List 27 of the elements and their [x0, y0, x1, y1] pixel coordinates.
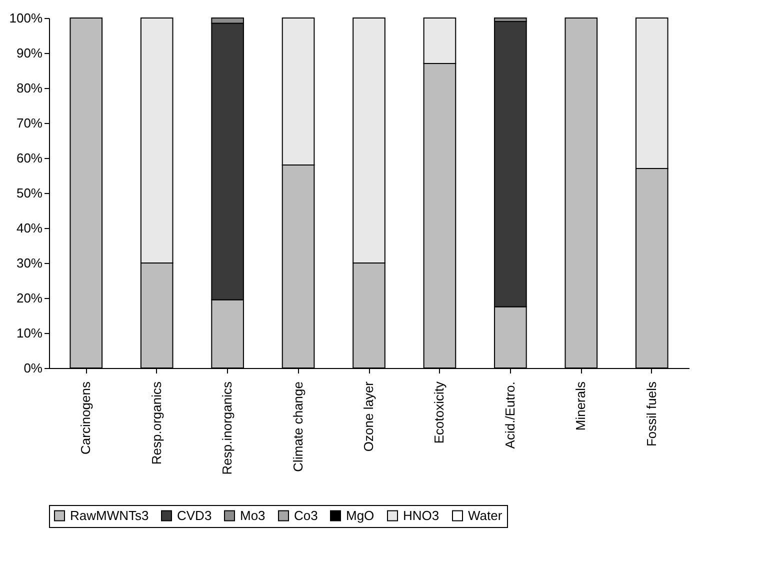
legend-label: Co3 — [294, 508, 318, 523]
legend-label: RawMWNTs3 — [70, 508, 149, 523]
y-tick-label: 30% — [16, 256, 43, 270]
x-tick-label: Resp.inorganics — [220, 381, 235, 475]
y-tick-label: 0% — [24, 360, 43, 376]
y-tick-label: 80% — [16, 80, 43, 96]
y-tick-label: 70% — [16, 116, 43, 130]
y-tick-label: 10% — [16, 326, 43, 340]
x-tick-label: Resp.organics — [148, 381, 164, 465]
y-tick-label: 90% — [16, 46, 43, 60]
y-tick-label: 100% — [9, 10, 43, 26]
legend-label: CVD3 — [177, 508, 212, 523]
x-tick-label: Fossil fuels — [644, 381, 659, 447]
x-tick-label: Carcinogens — [78, 381, 94, 454]
x-tick-label: Climate change — [290, 382, 306, 472]
x-tick-label: Ecotoxicity — [432, 381, 447, 444]
y-tick-label: 40% — [16, 220, 43, 236]
x-tick-label: Minerals — [573, 381, 588, 431]
legend-label: HNO3 — [403, 508, 440, 523]
y-tick-label: 20% — [16, 290, 43, 306]
x-tick-label: Ozone layer — [361, 380, 376, 452]
legend-label: MgO — [346, 508, 374, 523]
legend-label: Water — [468, 508, 503, 523]
y-tick-label: 50% — [16, 186, 43, 200]
y-tick-label: 60% — [16, 150, 43, 166]
x-tick-label: Acid./Eutro. — [502, 382, 518, 449]
legend-label: Mo3 — [240, 508, 266, 523]
